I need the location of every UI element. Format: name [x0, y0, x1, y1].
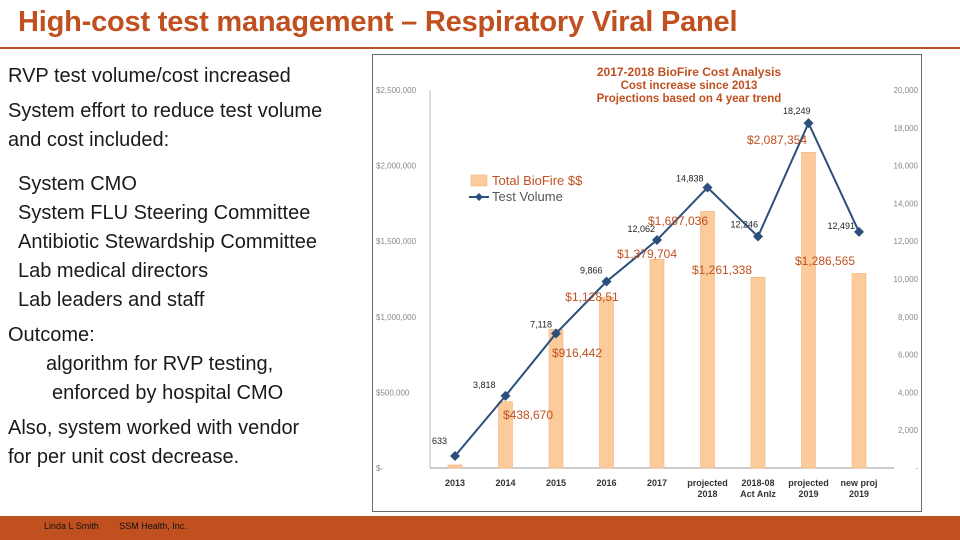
- x-tick-label: Act Anlz: [740, 489, 776, 499]
- volume-point: [753, 231, 763, 242]
- cost-data-label: $2,087,354: [747, 133, 807, 147]
- volume-point: [551, 328, 561, 339]
- chart-title-line: Cost increase since 2013: [621, 80, 758, 92]
- cost-data-label: $1,128,51: [565, 290, 619, 304]
- bullet-item: System CMO: [18, 173, 137, 195]
- cost-bar: [750, 276, 766, 469]
- x-tick-label: 2014: [495, 478, 515, 488]
- slide-body: RVP test volume/cost increased System ef…: [8, 62, 368, 472]
- cost-bar: [851, 273, 867, 469]
- legend-swatch-cost: [470, 174, 488, 187]
- volume-data-label: 12,491: [827, 221, 855, 231]
- chart-title-line: Projections based on 4 year trend: [597, 93, 782, 105]
- bullet-item: System FLU Steering Committee: [18, 202, 311, 224]
- y-left-tick-label: $1,000,000: [376, 313, 417, 322]
- y-right-tick-label: 10,000: [894, 275, 919, 284]
- also-line-a: Also, system worked with vendor: [8, 417, 300, 439]
- outcome-heading: Outcome:: [8, 324, 95, 346]
- y-right-tick-label: 18,000: [894, 124, 919, 133]
- footer-author: Linda L Smith: [44, 521, 99, 531]
- y-right-tick-label: 16,000: [894, 162, 919, 171]
- volume-data-label: 12,062: [627, 224, 655, 234]
- body-line-effort-b: and cost included:: [8, 129, 170, 151]
- x-tick-label: 2017: [647, 478, 667, 488]
- y-right-tick-label: 20,000: [894, 86, 919, 95]
- cost-data-label: $438,670: [503, 408, 553, 422]
- bullet-item: Lab medical directors: [18, 260, 209, 282]
- legend-label-cost: Total BioFire $$: [492, 173, 583, 188]
- volume-point: [702, 182, 713, 193]
- volume-data-label: 12,246: [730, 220, 758, 230]
- x-tick-label: 2018: [697, 489, 717, 499]
- y-left-tick-label: $-: [376, 464, 383, 473]
- body-line-volume: RVP test volume/cost increased: [8, 65, 291, 87]
- volume-data-label: 18,249: [783, 106, 811, 116]
- volume-point: [803, 118, 814, 129]
- x-tick-label: new proj: [840, 478, 877, 488]
- y-right-tick-label: 12,000: [894, 237, 919, 246]
- x-tick-label: 2013: [445, 478, 465, 488]
- cost-bar: [498, 401, 513, 469]
- cost-data-label: $1,697,036: [648, 214, 708, 228]
- legend-label-volume: Test Volume: [492, 189, 563, 204]
- volume-point: [854, 226, 864, 237]
- chart-frame: [372, 54, 922, 512]
- y-right-tick-label: 6,000: [898, 351, 919, 360]
- volume-point: [500, 390, 511, 401]
- volume-data-label: 3,818: [473, 380, 496, 390]
- volume-point: [450, 451, 460, 462]
- cost-bar: [801, 152, 816, 469]
- footer-org: SSM Health, Inc.: [119, 521, 187, 531]
- y-left-tick-label: $500,000: [376, 388, 410, 397]
- cost-data-label: $1,379,704: [617, 247, 677, 261]
- volume-data-label: 14,838: [676, 174, 704, 184]
- y-left-tick-label: $2,000,000: [376, 162, 417, 171]
- cost-bar: [599, 297, 614, 469]
- y-left-tick-label: $1,500,000: [376, 237, 417, 246]
- volume-data-label: 9,866: [580, 266, 603, 276]
- chart-title-line: 2017-2018 BioFire Cost Analysis: [597, 65, 782, 79]
- legend-swatch-volume-marker: [475, 193, 483, 201]
- footer-bar: [0, 516, 960, 540]
- cost-bar: [649, 259, 665, 469]
- x-tick-label: 2015: [546, 478, 566, 488]
- slide-title: High-cost test management – Respiratory …: [18, 6, 738, 38]
- cost-data-label: $1,286,565: [795, 254, 855, 268]
- bullet-item: Antibiotic Stewardship Committee: [18, 231, 318, 253]
- y-right-tick-label: 2,000: [898, 426, 919, 435]
- body-line-effort-a: System effort to reduce test volume: [8, 100, 323, 122]
- y-left-tick-label: $2,500,000: [376, 86, 417, 95]
- footer: Linda L Smith SSM Health, Inc.: [44, 521, 205, 531]
- volume-point: [652, 235, 662, 246]
- volume-data-label: 633: [432, 436, 447, 446]
- volume-point: [601, 276, 612, 287]
- y-right-tick-label: 8,000: [898, 313, 919, 322]
- x-tick-label: projected: [687, 478, 728, 488]
- cost-data-label: $916,442: [552, 346, 602, 360]
- x-tick-label: 2016: [596, 478, 616, 488]
- x-tick-label: 2018-08: [741, 478, 774, 488]
- x-tick-label: projected: [788, 478, 829, 488]
- y-right-tick-label: 14,000: [894, 199, 919, 208]
- cost-bar: [447, 464, 463, 469]
- cost-data-label: $1,261,338: [692, 263, 752, 277]
- cost-bar: [700, 211, 715, 469]
- title-rule: [0, 47, 960, 49]
- outcome-line-b: enforced by hospital CMO: [52, 382, 284, 404]
- x-tick-label: 2019: [798, 489, 818, 499]
- y-right-tick-label: 4,000: [898, 388, 919, 397]
- outcome-line-a: algorithm for RVP testing,: [46, 353, 274, 375]
- y-right-tick-label: -: [915, 464, 918, 473]
- bullet-item: Lab leaders and staff: [18, 289, 205, 311]
- also-line-b: for per unit cost decrease.: [8, 446, 240, 468]
- volume-data-label: 7,118: [530, 319, 552, 329]
- x-tick-label: 2019: [849, 489, 869, 499]
